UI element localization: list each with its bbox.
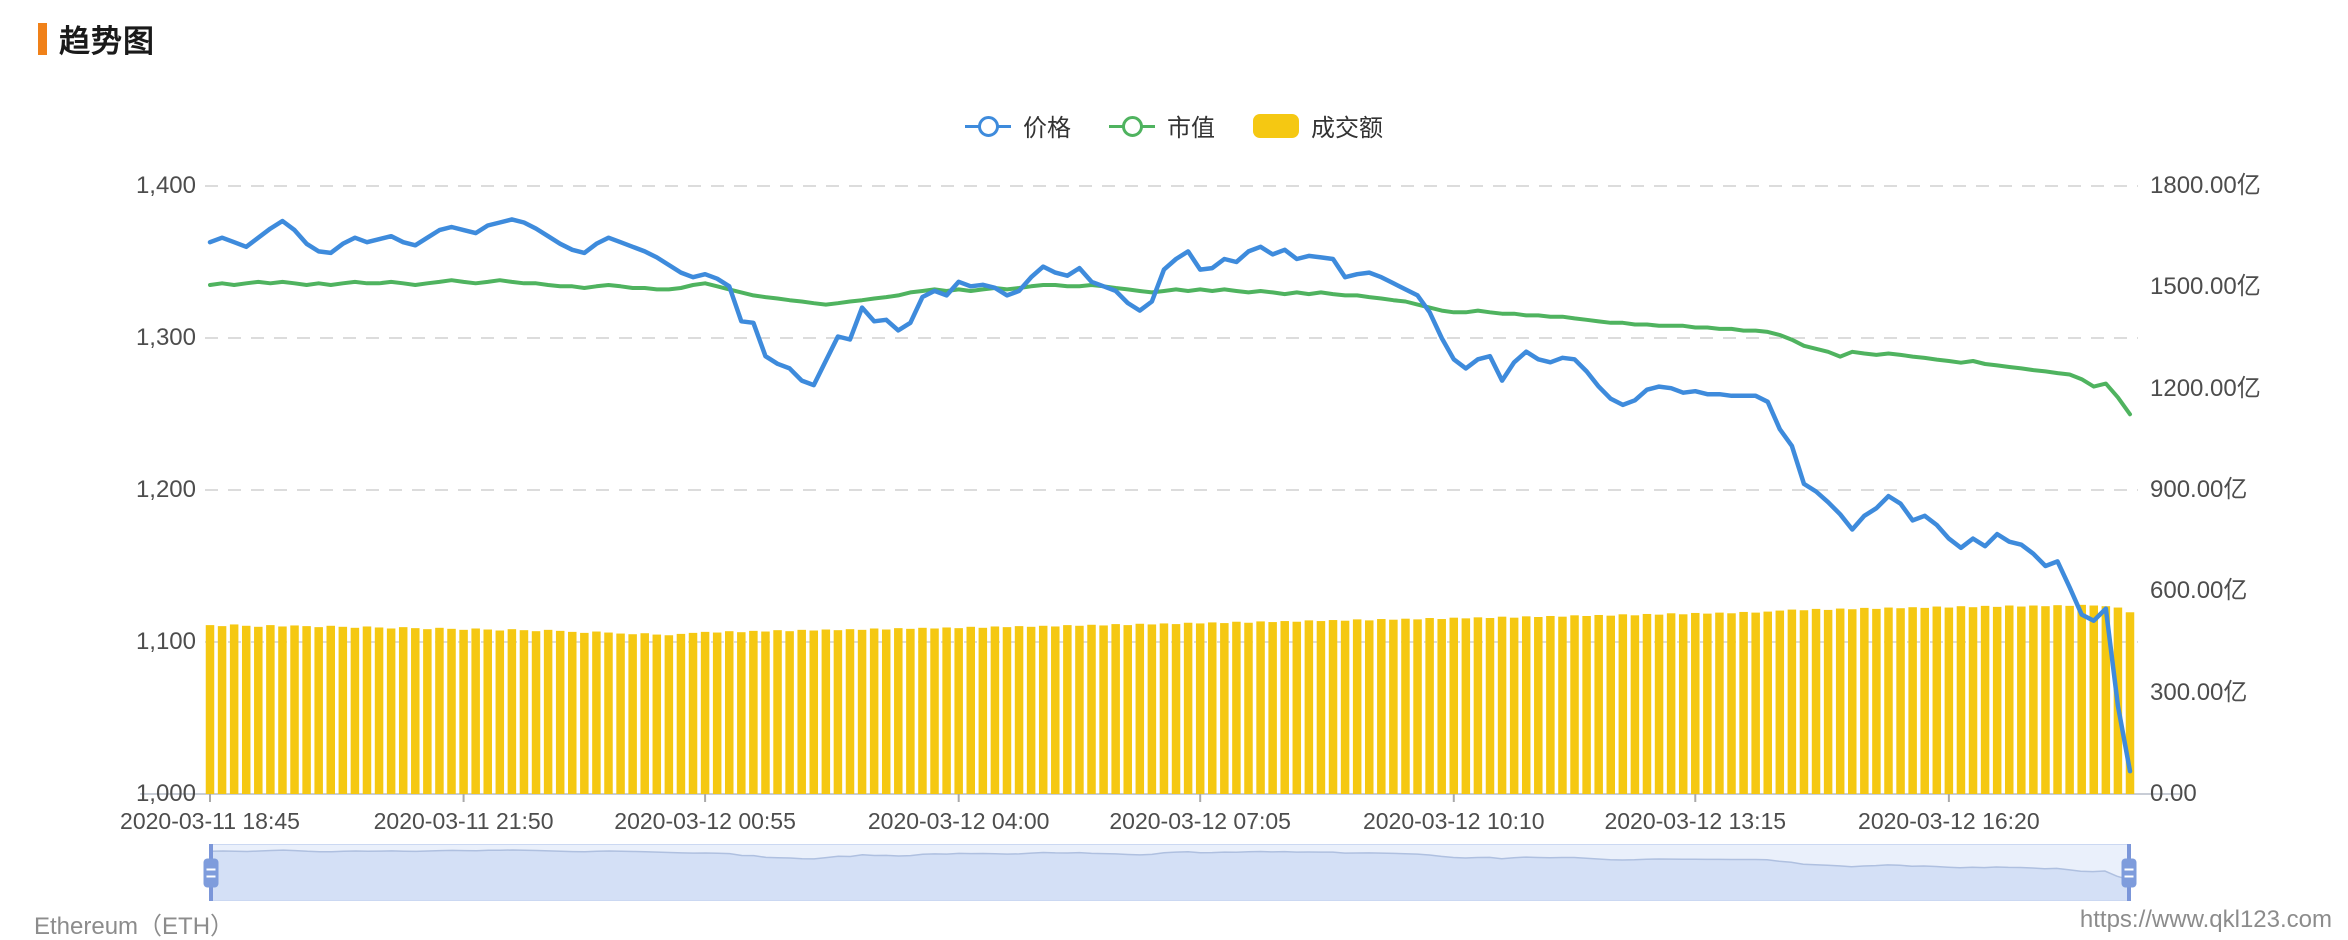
left-axis-tick-label: 1,100 <box>135 628 196 655</box>
marketcap-line-series[interactable] <box>208 278 2132 417</box>
legend-item-volume[interactable]: 成交额 <box>1253 108 1383 143</box>
x-axis-tick-label: 2020-03-11 18:45 <box>120 808 300 834</box>
datazoom-slider[interactable] <box>203 844 2137 901</box>
right-axis-tick-label: 1500.00亿 <box>2150 273 2261 301</box>
x-axis-tick-label: 2020-03-12 13:15 <box>1604 808 1787 834</box>
volume-bars-series[interactable] <box>205 604 2135 794</box>
marketcap-line-icon <box>1109 114 1155 138</box>
page-title: 趋势图 <box>59 24 155 59</box>
legend-item-price[interactable]: 价格 <box>965 108 1071 143</box>
left-axis-tick-label: 1,000 <box>135 780 196 807</box>
slider-left-grip-icon[interactable] <box>203 858 219 887</box>
right-axis-tick-label: 1200.00亿 <box>2150 374 2261 402</box>
right-axis-tick-label: 300.00亿 <box>2150 678 2248 706</box>
title-accent-bar <box>38 22 47 55</box>
x-axis-tick-label: 2020-03-12 00:55 <box>614 808 796 834</box>
slider-left-handle[interactable] <box>203 844 219 901</box>
coin-name-label: Ethereum（ETH） <box>34 913 235 940</box>
site-url-label: https://www.qkl123.com <box>2079 906 2332 933</box>
slider-right-grip-icon[interactable] <box>2121 858 2137 887</box>
left-axis-tick-label: 1,400 <box>135 172 196 199</box>
x-axis-tick-label: 2020-03-12 10:10 <box>1362 808 1545 834</box>
right-axis-tick-label: 0.00 <box>2150 780 2197 807</box>
right-axis-tick-label: 900.00亿 <box>2150 476 2248 503</box>
price-line-icon <box>965 114 1011 138</box>
x-axis-tick-label: 2020-03-12 04:00 <box>867 808 1050 834</box>
datazoom-preview <box>211 849 2129 900</box>
x-axis-tick-label: 2020-03-12 07:05 <box>1109 808 1291 834</box>
volume-bar-icon <box>1253 113 1299 138</box>
legend-item-marketcap[interactable]: 市值 <box>1109 108 1215 143</box>
x-axis-tick-label: 2020-03-12 16:20 <box>1858 808 2040 834</box>
chart-legend: 价格 市值 成交额 <box>965 108 1383 143</box>
legend-label-marketcap: 市值 <box>1167 115 1215 142</box>
right-axis-tick-label: 600.00亿 <box>2150 577 2248 605</box>
left-axis-tick-label: 1,300 <box>135 324 196 351</box>
price-line-series[interactable] <box>207 217 2133 774</box>
legend-label-price: 价格 <box>1023 115 1071 142</box>
page-header: 趋势图 <box>38 16 155 61</box>
slider-right-handle[interactable] <box>2121 844 2137 901</box>
right-axis-tick-label: 1800.00亿 <box>2150 172 2261 199</box>
x-axis-tick-label: 2020-03-11 21:50 <box>373 808 554 834</box>
left-axis-tick-label: 1,200 <box>135 476 196 503</box>
legend-label-volume: 成交额 <box>1311 115 1383 142</box>
